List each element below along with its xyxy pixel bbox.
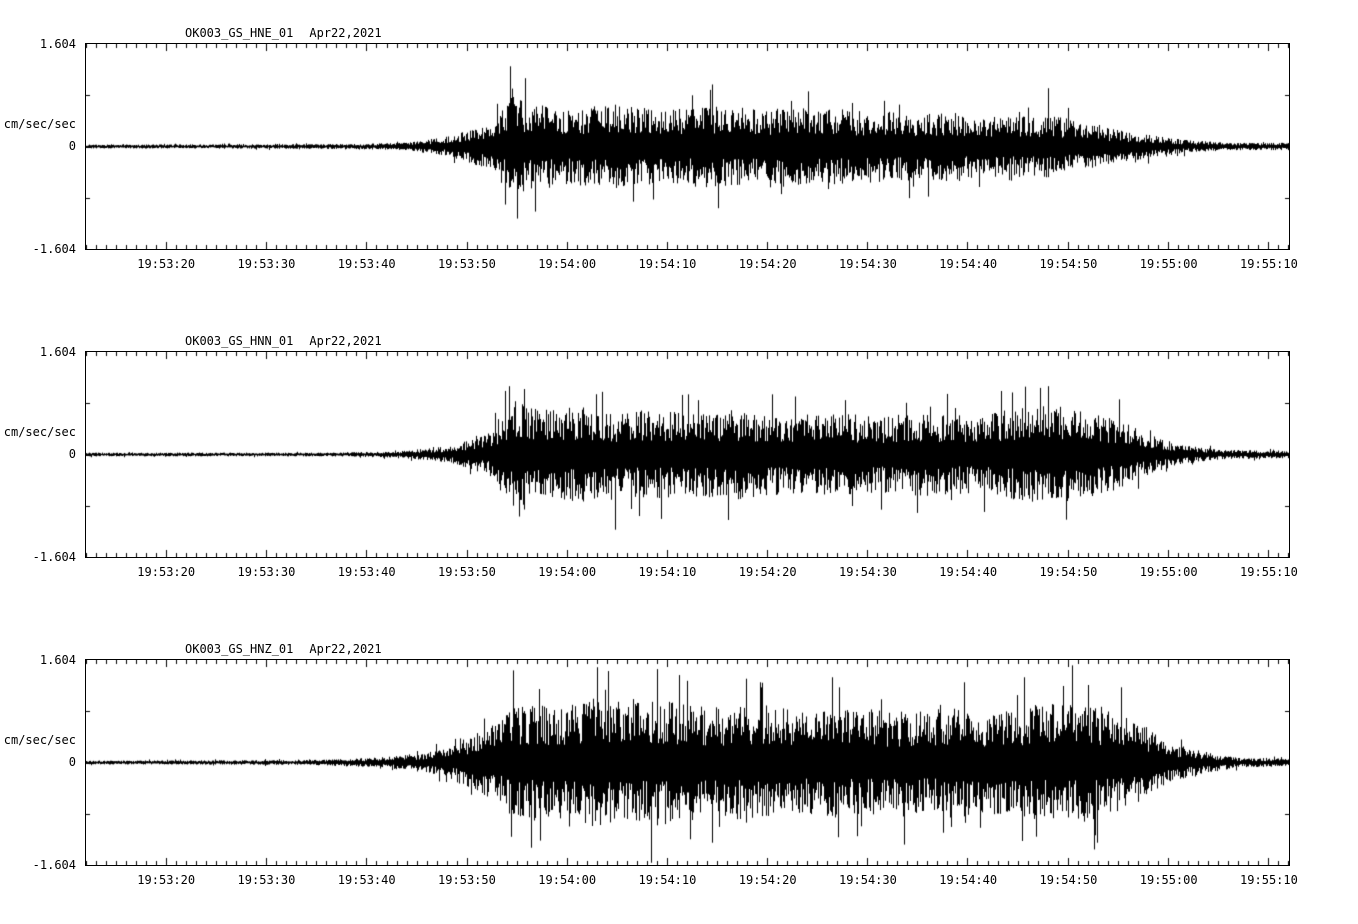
x-tick-label: 19:54:10 — [638, 565, 697, 579]
y-axis-min-label: -1.604 — [32, 242, 76, 256]
seismogram-panel-hnz: OK003_GS_HNZ_01 Apr22,2021 1.604 cm/sec/s… — [0, 616, 1358, 924]
trace-date: Apr22,2021 — [309, 642, 382, 656]
trace-station-channel: OK003_GS_HNE_01 — [185, 26, 294, 40]
x-tick-label: 19:53:30 — [237, 873, 296, 887]
y-axis-unit-label: cm/sec/sec — [3, 425, 76, 439]
x-tick-label: 19:54:40 — [939, 565, 998, 579]
x-tick-label: 19:53:50 — [438, 873, 496, 887]
x-tick-label: 19:55:10 — [1240, 873, 1298, 887]
x-tick-label: 19:54:00 — [538, 873, 597, 887]
y-axis-zero-label: 0 — [68, 447, 76, 461]
x-tick-label: 19:54:40 — [939, 257, 998, 271]
x-tick-label: 19:53:40 — [337, 257, 396, 271]
y-axis-unit-label: cm/sec/sec — [3, 733, 76, 747]
x-tick-label: 19:54:30 — [839, 257, 897, 271]
x-tick-label: 19:54:30 — [839, 565, 897, 579]
x-tick-label: 19:55:10 — [1240, 565, 1298, 579]
x-tick-label: 19:53:40 — [337, 873, 396, 887]
y-axis-min-label: -1.604 — [32, 858, 76, 872]
x-tick-label: 19:53:30 — [237, 257, 296, 271]
x-tick-label: 19:54:50 — [1039, 257, 1098, 271]
x-tick-label: 19:53:50 — [438, 257, 496, 271]
x-tick-label: 19:54:30 — [839, 873, 897, 887]
trace-station-channel: OK003_GS_HNN_01 — [185, 334, 294, 348]
plot-area — [85, 659, 1290, 866]
y-axis-zero-label: 0 — [68, 139, 76, 153]
x-tick-label: 19:54:00 — [538, 257, 597, 271]
x-tick-label: 19:53:30 — [237, 565, 296, 579]
x-tick-label: 19:54:40 — [939, 873, 998, 887]
plot-area — [85, 351, 1290, 558]
x-tick-label: 19:55:00 — [1139, 257, 1198, 271]
seismogram-panel-hne: OK003_GS_HNE_01 Apr22,2021 1.604 cm/sec/s… — [0, 0, 1358, 308]
trace-date: Apr22,2021 — [309, 26, 382, 40]
x-tick-label: 19:53:50 — [438, 565, 496, 579]
trace-title: OK003_GS_HNN_01 Apr22,2021 — [185, 334, 382, 348]
y-axis-zero-label: 0 — [68, 755, 76, 769]
waveform-canvas — [86, 44, 1289, 249]
x-tick-label: 19:53:20 — [137, 257, 196, 271]
y-axis-min-label: -1.604 — [32, 550, 76, 564]
y-axis-max-label: 1.604 — [39, 37, 76, 51]
waveform-canvas — [86, 660, 1289, 865]
x-tick-label: 19:54:50 — [1039, 565, 1098, 579]
trace-date: Apr22,2021 — [309, 334, 382, 348]
plot-area — [85, 43, 1290, 250]
x-tick-label: 19:55:00 — [1139, 873, 1198, 887]
x-tick-label: 19:53:40 — [337, 565, 396, 579]
waveform-canvas — [86, 352, 1289, 557]
x-tick-label: 19:54:00 — [538, 565, 597, 579]
seismogram-panel-hnn: OK003_GS_HNN_01 Apr22,2021 1.604 cm/sec/s… — [0, 308, 1358, 616]
x-tick-label: 19:55:00 — [1139, 565, 1198, 579]
x-tick-label: 19:53:20 — [137, 565, 196, 579]
x-axis-labels: 19:53:20 19:53:30 19:53:40 19:53:50 19:54:00… — [0, 565, 1358, 581]
x-axis-labels: 19:53:20 19:53:30 19:53:40 19:53:50 19:54:00… — [0, 257, 1358, 273]
y-axis-max-label: 1.604 — [39, 653, 76, 667]
x-tick-label: 19:53:20 — [137, 873, 196, 887]
x-tick-label: 19:54:20 — [738, 257, 797, 271]
x-tick-label: 19:54:20 — [738, 565, 797, 579]
y-axis-max-label: 1.604 — [39, 345, 76, 359]
x-tick-label: 19:55:10 — [1240, 257, 1298, 271]
x-tick-label: 19:54:50 — [1039, 873, 1098, 887]
x-axis-labels: 19:53:20 19:53:30 19:53:40 19:53:50 19:54:00… — [0, 873, 1358, 889]
x-tick-label: 19:54:10 — [638, 257, 697, 271]
trace-title: OK003_GS_HNE_01 Apr22,2021 — [185, 26, 382, 40]
x-tick-label: 19:54:20 — [738, 873, 797, 887]
trace-station-channel: OK003_GS_HNZ_01 — [185, 642, 294, 656]
trace-title: OK003_GS_HNZ_01 Apr22,2021 — [185, 642, 382, 656]
x-tick-label: 19:54:10 — [638, 873, 697, 887]
y-axis-unit-label: cm/sec/sec — [3, 117, 76, 131]
